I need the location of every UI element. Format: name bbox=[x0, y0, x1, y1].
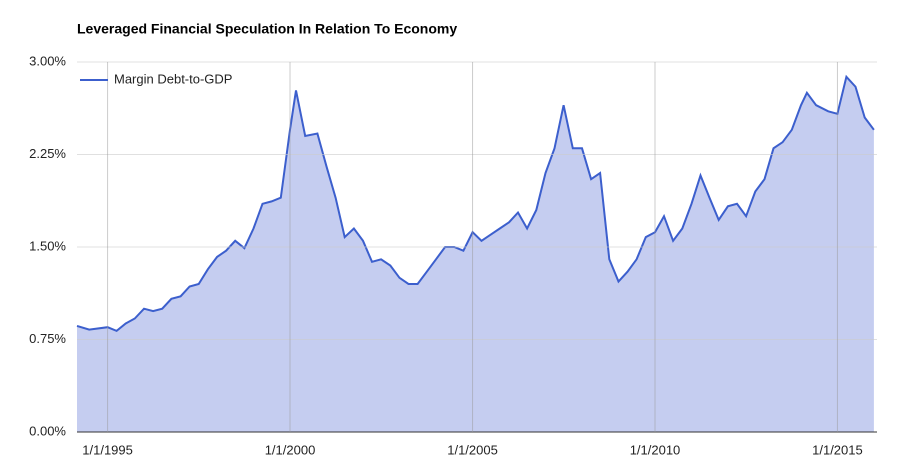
y-tick-label: 1.50% bbox=[29, 238, 66, 253]
y-tick-label: 2.25% bbox=[29, 146, 66, 161]
y-tick-label: 3.00% bbox=[29, 53, 66, 68]
x-tick-label: 1/1/2015 bbox=[812, 442, 863, 457]
y-tick-label: 0.00% bbox=[29, 423, 66, 438]
line bbox=[76, 74, 875, 333]
area bbox=[77, 76, 874, 433]
x-tick-label: 1/1/2010 bbox=[630, 442, 681, 457]
x-tick-label: 1/1/2005 bbox=[447, 442, 498, 457]
legend-label: Margin Debt-to-GDP bbox=[114, 71, 232, 86]
chart-title: Leveraged Financial Speculation In Relat… bbox=[77, 21, 457, 37]
y-tick-label: 0.75% bbox=[29, 331, 66, 346]
x-tick-label: 1/1/2000 bbox=[265, 442, 316, 457]
x-tick-label: 1/1/1995 bbox=[82, 442, 133, 457]
